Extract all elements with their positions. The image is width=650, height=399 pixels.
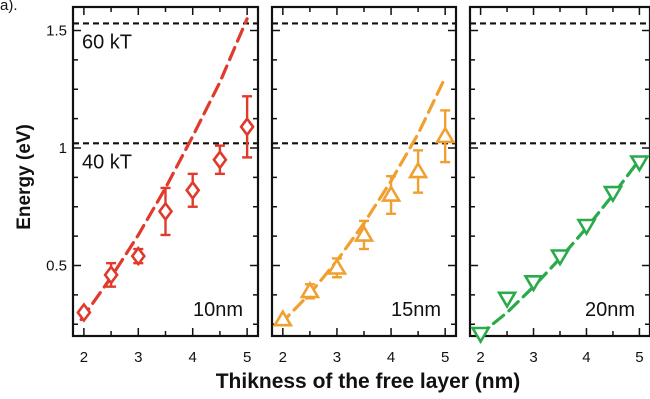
panel-thickness-label: 20nm (585, 299, 635, 321)
x-tick-label: 5 (441, 349, 449, 366)
x-tick-label: 3 (529, 349, 537, 366)
y-axis-label: Energy (eV) (14, 124, 35, 230)
top-fragment-text: a). (0, 0, 18, 14)
x-tick-label: 3 (134, 349, 142, 366)
data-point (239, 116, 255, 137)
data-point (434, 125, 456, 144)
data-point (353, 224, 375, 242)
data-point (299, 280, 321, 299)
y-tick-label: 1 (59, 140, 67, 157)
data-point (549, 249, 571, 267)
panel-thickness-label: 15nm (391, 299, 441, 321)
data-point (272, 309, 294, 327)
x-tick-label: 4 (189, 349, 197, 366)
panel-15nm: 2 3 4 5 15nm (270, 5, 458, 366)
fit-curve (278, 75, 447, 326)
data-point (576, 218, 597, 237)
x-tick-label: 2 (80, 349, 88, 366)
x-tick-label: 5 (243, 349, 251, 366)
x-tick-label: 4 (582, 349, 590, 366)
x-tick-label: 2 (476, 349, 484, 366)
data-point (380, 184, 402, 202)
data-point (76, 302, 92, 323)
data-point (470, 326, 491, 345)
data-point (326, 257, 348, 275)
data-point (212, 149, 228, 170)
panel-20nm: 2 3 4 5 20nm (468, 5, 650, 366)
data-point (103, 264, 119, 286)
panel-10nm: 2 3 4 5 0.5 1 1.5 60 kT 40 kT 10nm (46, 5, 260, 366)
y-tick-label: 1.5 (46, 23, 67, 40)
x-axis-label: Thikness of the free layer (nm) (216, 370, 521, 393)
reference-line-label: 60 kT (82, 31, 132, 53)
data-point (602, 185, 624, 204)
panel-thickness-label: 10nm (193, 299, 243, 321)
data-point (157, 201, 174, 222)
data-point (629, 155, 650, 173)
x-tick-label: 4 (387, 349, 395, 366)
data-point (496, 291, 518, 309)
data-point (185, 180, 201, 201)
y-tick-label: 0.5 (46, 258, 67, 275)
panel-frame (468, 5, 650, 338)
data-point (130, 245, 146, 267)
x-tick-label: 3 (333, 349, 341, 366)
panels-group: 2 3 4 5 0.5 1 1.5 60 kT 40 kT 10nm 2 3 4 5 15nm 2 3 4 5 20n… (46, 5, 650, 366)
x-tick-label: 2 (279, 349, 287, 366)
reference-line-label: 40 kT (82, 151, 132, 173)
data-point (407, 160, 429, 179)
data-point (523, 274, 544, 293)
x-tick-label: 5 (635, 349, 643, 366)
panel-frame (270, 5, 458, 338)
